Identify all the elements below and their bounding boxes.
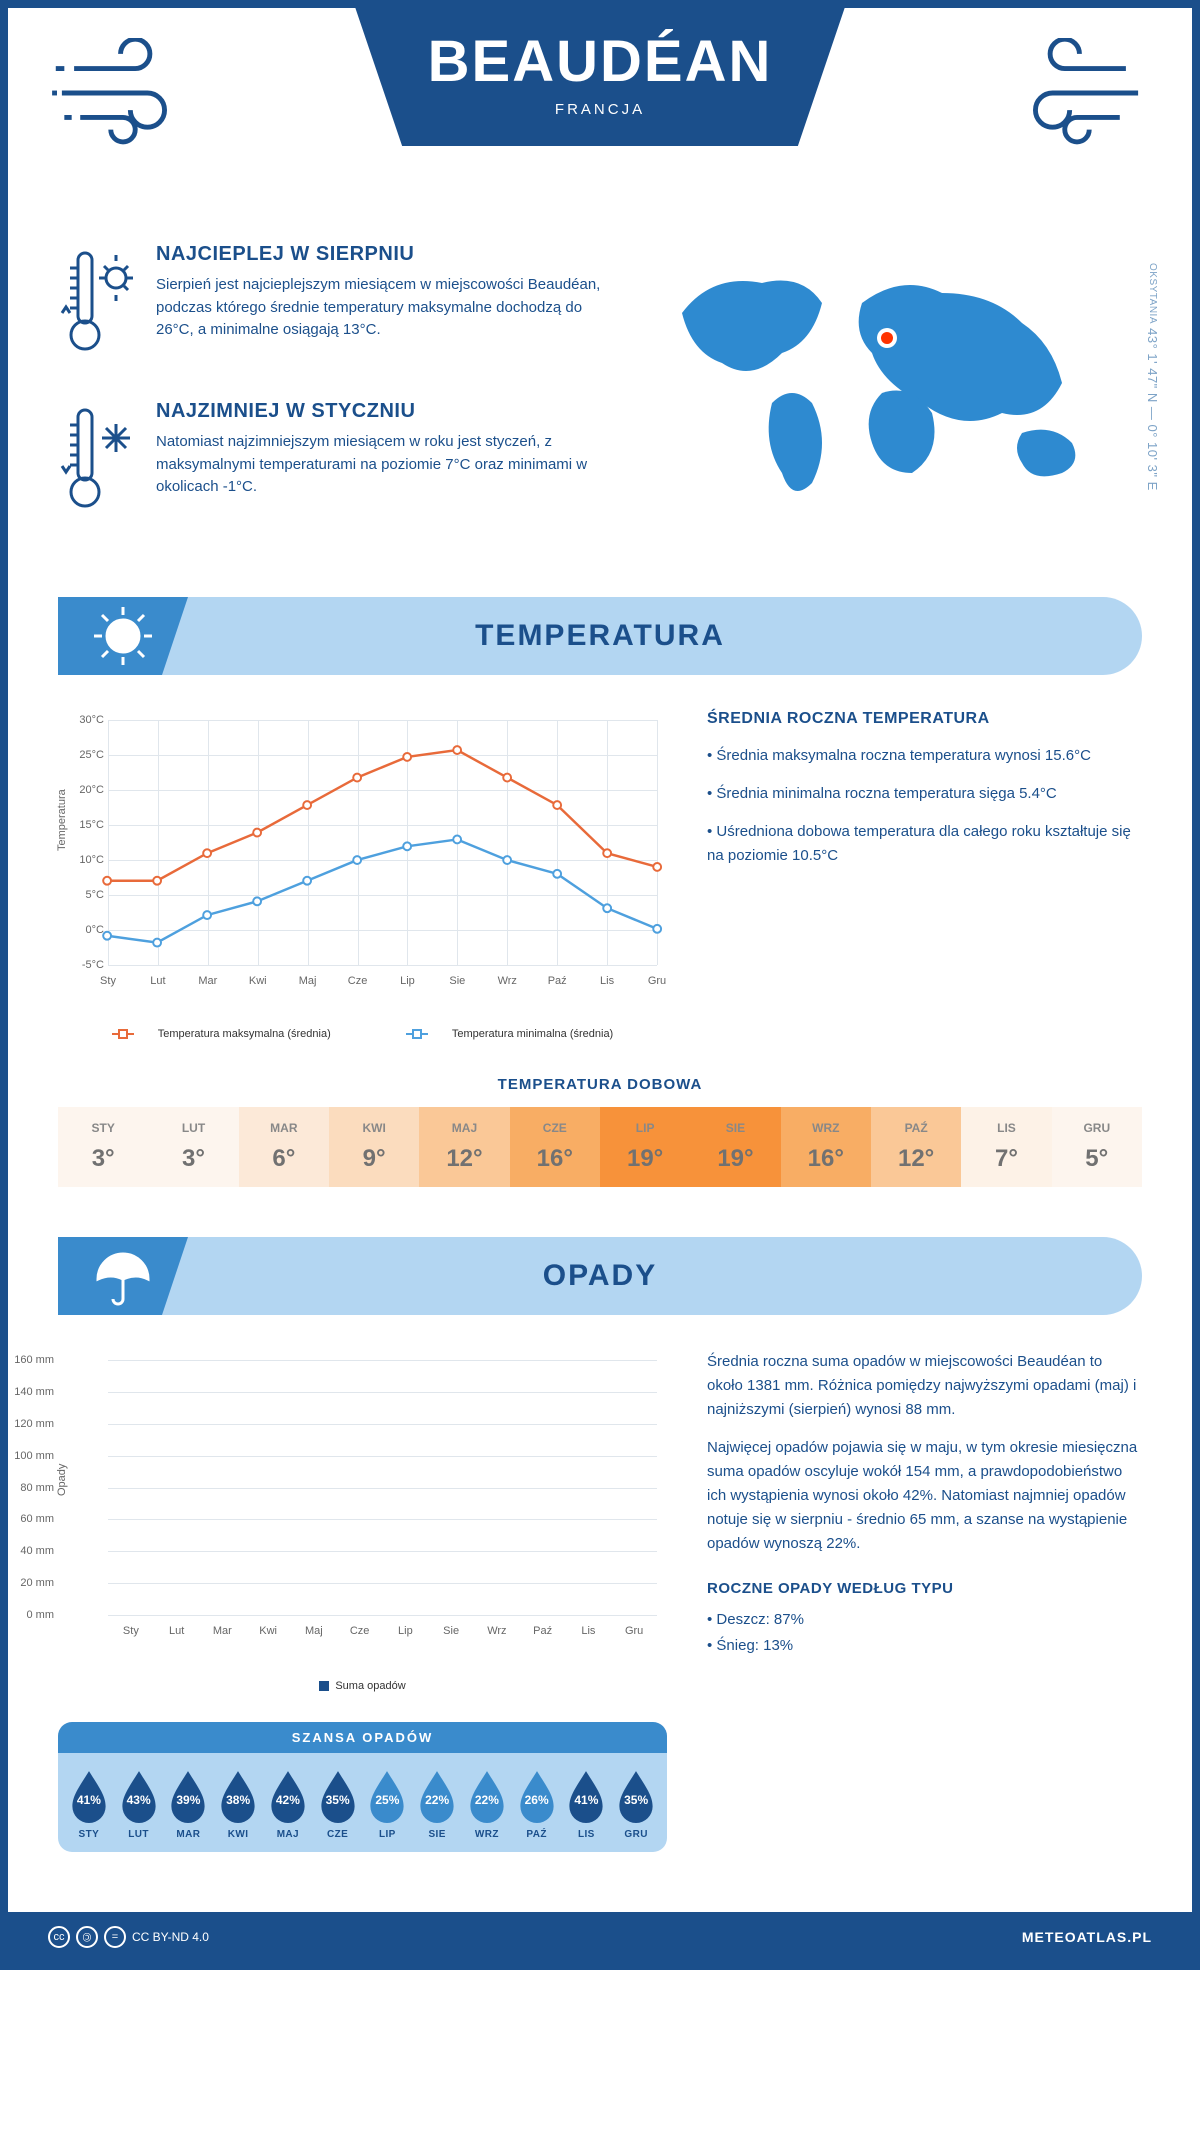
daily-temp-cell: KWI9° <box>329 1107 419 1187</box>
chance-drop: 35%CZE <box>313 1769 363 1840</box>
chance-drop: 25%LIP <box>363 1769 413 1840</box>
thermometer-snow-icon <box>58 400 138 525</box>
chance-drop: 26%PAŹ <box>512 1769 562 1840</box>
precipitation-info: Średnia roczna suma opadów w miejscowośc… <box>707 1350 1142 1852</box>
warmest-title: NAJCIEPLEJ W SIERPNIU <box>156 243 602 266</box>
warmest-block: NAJCIEPLEJ W SIERPNIU Sierpień jest najc… <box>58 243 602 368</box>
coldest-title: NAJZIMNIEJ W STYCZNIU <box>156 400 602 423</box>
chance-drop: 41%STY <box>64 1769 114 1840</box>
warmest-text: Sierpień jest najcieplejszym miesiącem w… <box>156 274 602 342</box>
temp-info-bullet: Średnia minimalna roczna temperatura się… <box>707 782 1142 806</box>
section-title: TEMPERATURA <box>475 619 725 652</box>
title-banner: BEAUDÉAN FRANCJA <box>353 0 848 146</box>
daily-temp-cell: MAJ12° <box>419 1107 509 1187</box>
precip-types-title: ROCZNE OPADY WEDŁUG TYPU <box>707 1580 1142 1597</box>
daily-temp-cell: CZE16° <box>510 1107 600 1187</box>
sun-icon <box>58 597 188 675</box>
temp-info-bullet: Uśredniona dobowa temperatura dla całego… <box>707 820 1142 868</box>
country-label: FRANCJA <box>428 101 773 118</box>
coordinates: OKSYTANIA 43° 1' 47" N — 0° 10' 3" E <box>1145 263 1160 491</box>
wind-icon <box>1002 38 1152 153</box>
precip-chance-box: SZANSA OPADÓW 41%STY43%LUT39%MAR38%KWI42… <box>58 1722 667 1852</box>
wind-icon <box>48 38 198 153</box>
thermometer-sun-icon <box>58 243 138 368</box>
section-header-precipitation: OPADY <box>58 1237 1142 1315</box>
temp-info-title: ŚREDNIA ROCZNA TEMPERATURA <box>707 710 1142 728</box>
location-title: BEAUDÉAN <box>428 28 773 95</box>
precipitation-bar-chart: Opady StyLutMarKwiMajCzeLipSieWrzPaźLisG… <box>58 1350 667 1670</box>
chance-drop: 41%LIS <box>562 1769 612 1840</box>
precip-info-p1: Średnia roczna suma opadów w miejscowośc… <box>707 1350 1142 1422</box>
section-header-temperature: TEMPERATURA <box>58 597 1142 675</box>
section-title: OPADY <box>543 1259 657 1292</box>
daily-temp-cell: LUT3° <box>148 1107 238 1187</box>
daily-temp-cell: SIE19° <box>690 1107 780 1187</box>
chance-drop: 38%KWI <box>213 1769 263 1840</box>
coldest-text: Natomiast najzimniejszym miesiącem w rok… <box>156 431 602 499</box>
chance-drop: 39%MAR <box>164 1769 214 1840</box>
precip-type-item: • Śnieg: 13% <box>707 1633 1142 1659</box>
chance-drop: 43%LUT <box>114 1769 164 1840</box>
brand-label: METEOATLAS.PL <box>1022 1929 1152 1945</box>
temp-chart-legend: Temperatura maksymalna (średnia) Tempera… <box>58 1028 667 1040</box>
page-footer: cc🄯= CC BY-ND 4.0 METEOATLAS.PL <box>8 1912 1192 1962</box>
temp-info-bullet: Średnia maksymalna roczna temperatura wy… <box>707 744 1142 768</box>
daily-temp-table: STY3°LUT3°MAR6°KWI9°MAJ12°CZE16°LIP19°SI… <box>58 1107 1142 1187</box>
daily-temp-cell: WRZ16° <box>781 1107 871 1187</box>
daily-temp-cell: STY3° <box>58 1107 148 1187</box>
chance-drop: 35%GRU <box>611 1769 661 1840</box>
world-map: OKSYTANIA 43° 1' 47" N — 0° 10' 3" E <box>642 243 1142 557</box>
daily-temp-cell: PAŹ12° <box>871 1107 961 1187</box>
umbrella-icon <box>58 1237 188 1315</box>
daily-temp-cell: MAR6° <box>239 1107 329 1187</box>
precip-type-item: • Deszcz: 87% <box>707 1607 1142 1633</box>
page-header: BEAUDÉAN FRANCJA <box>8 8 1192 213</box>
precip-chart-legend: Suma opadów <box>58 1680 667 1692</box>
daily-temp-cell: LIP19° <box>600 1107 690 1187</box>
chance-title: SZANSA OPADÓW <box>58 1722 667 1753</box>
temperature-info: ŚREDNIA ROCZNA TEMPERATURA Średnia maksy… <box>707 710 1142 1040</box>
intro-section: NAJCIEPLEJ W SIERPNIU Sierpień jest najc… <box>58 243 1142 557</box>
daily-temp-cell: LIS7° <box>961 1107 1051 1187</box>
license-badge: cc🄯= CC BY-ND 4.0 <box>48 1926 209 1948</box>
daily-temp-cell: GRU5° <box>1052 1107 1142 1187</box>
coldest-block: NAJZIMNIEJ W STYCZNIU Natomiast najzimni… <box>58 400 602 525</box>
precip-info-p2: Najwięcej opadów pojawia się w maju, w t… <box>707 1436 1142 1556</box>
y-axis-title: Opady <box>56 1464 68 1496</box>
chance-drop: 22%WRZ <box>462 1769 512 1840</box>
daily-temp-title: TEMPERATURA DOBOWA <box>58 1076 1142 1093</box>
chance-drop: 22%SIE <box>412 1769 462 1840</box>
chance-drop: 42%MAJ <box>263 1769 313 1840</box>
temperature-line-chart: Temperatura -5°C0°C5°C10°C15°C20°C25°C30… <box>58 710 667 1020</box>
